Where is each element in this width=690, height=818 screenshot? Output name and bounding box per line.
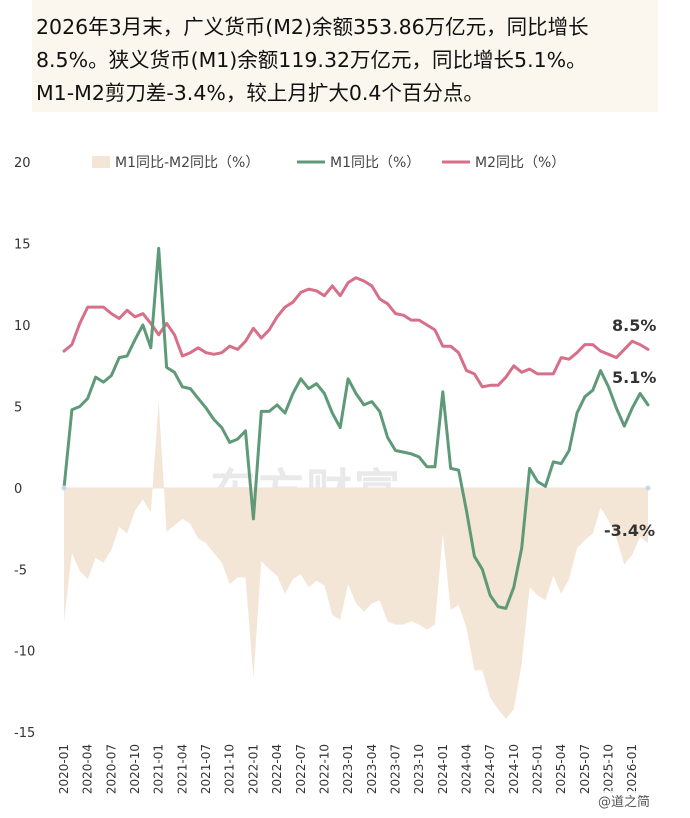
y-tick-label: 10 (14, 319, 31, 334)
headline-line-3: M1-M2剪刀差-3.4%，较上月扩大0.4个百分点。 (36, 81, 484, 105)
x-tick-label: 2024-04 (460, 744, 474, 794)
legend-spread-swatch (92, 156, 110, 168)
axis-start-dot (61, 485, 67, 491)
x-tick-label: 2020-01 (57, 744, 71, 794)
legend-spread-label: M1同比-M2同比（%） (115, 155, 259, 171)
x-tick-label: 2023-01 (341, 744, 355, 794)
x-tick-label: 2021-04 (175, 744, 189, 794)
x-tick-label: 2023-10 (412, 744, 426, 794)
y-tick-label: 20 (14, 156, 31, 171)
y-tick-label: 5 (14, 401, 22, 416)
x-tick-label: 2022-10 (317, 744, 331, 794)
x-tick-label: 2025-04 (554, 744, 568, 794)
x-tick-label: 2024-10 (507, 744, 521, 794)
headline-box: 2026年3月末，广义货币(M2)余额353.86万亿元，同比增长 8.5%。狭… (32, 0, 658, 112)
legend-m1-label: M1同比（%） (330, 155, 420, 171)
x-tick-label: 2022-07 (294, 744, 308, 794)
y-tick-label: -5 (14, 563, 27, 578)
m1-line (62, 246, 650, 610)
axis-end-dot (645, 485, 651, 491)
weibo-watermark: @道之简 (598, 791, 651, 810)
y-tick-label: 0 (14, 482, 22, 497)
x-tick-label: 2026-01 (625, 744, 639, 794)
spread-area (64, 401, 648, 719)
x-tick-label: 2020-04 (81, 744, 95, 794)
headline-line-2: 8.5%。狭义货币(M1)余额119.32万亿元，同比增长5.1%。 (36, 48, 587, 72)
x-tick-label: 2020-07 (104, 744, 118, 794)
x-tick-label: 2020-10 (128, 744, 142, 794)
spread-end-label: -3.4% (604, 521, 655, 540)
x-tick-label: 2023-04 (365, 744, 379, 794)
m2-end-label: 8.5% (612, 316, 656, 335)
m1-end-label: 5.1% (612, 368, 656, 387)
x-tick-label: 2024-07 (483, 744, 497, 794)
x-tick-label: 2022-01 (246, 744, 260, 794)
x-tick-label: 2022-04 (270, 744, 284, 794)
y-tick-label: -15 (14, 726, 35, 741)
legend-m2-label: M2同比（%） (475, 155, 565, 171)
x-tick-label: 2024-01 (436, 744, 450, 794)
x-tick-label: 2025-10 (602, 744, 616, 794)
y-tick-label: -10 (14, 645, 35, 660)
headline-line-1: 2026年3月末，广义货币(M2)余额353.86万亿元，同比增长 (36, 15, 589, 39)
x-tick-label: 2021-10 (223, 744, 237, 794)
y-tick-label: 15 (14, 238, 31, 253)
m2-line (62, 276, 650, 389)
x-tick-label: 2021-01 (152, 744, 166, 794)
x-tick-label: 2025-07 (578, 744, 592, 794)
x-tick-label: 2021-07 (199, 744, 213, 794)
x-tick-label: 2025-01 (531, 744, 545, 794)
x-tick-label: 2023-07 (389, 744, 403, 794)
